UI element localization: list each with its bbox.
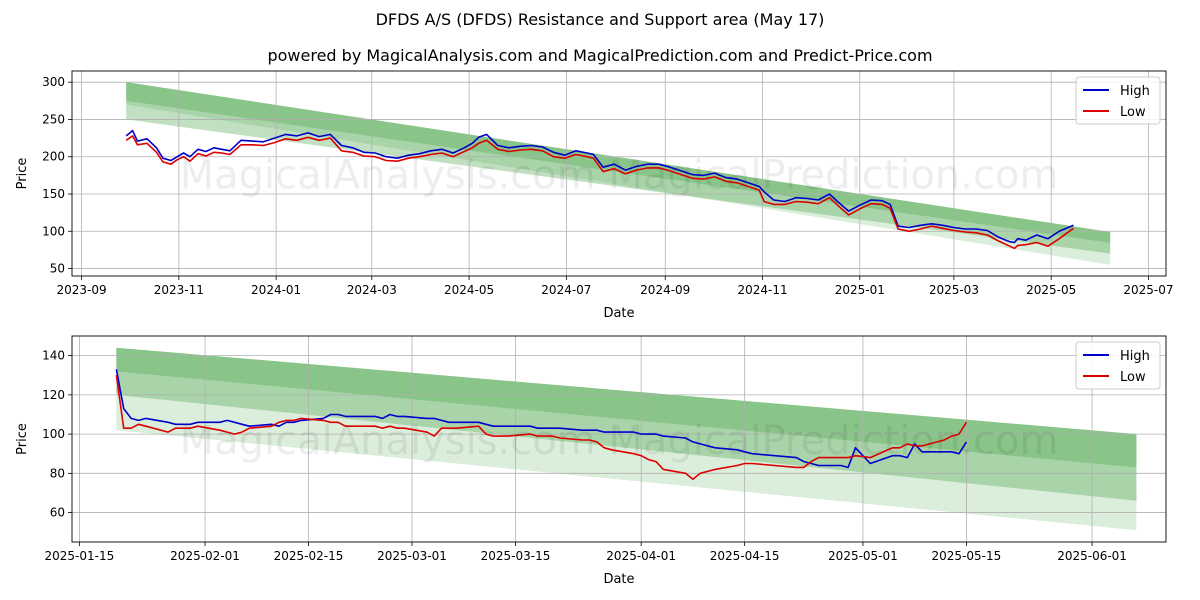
chart-panel-2: 2025-01-15 2025-02-01 2025-02-15 2025-03-01… — [15, 335, 1167, 587]
y-tick-label: 100 — [42, 427, 65, 441]
x-tick-label: 2025-03 — [929, 283, 979, 297]
chart-panel-1: 2023-09 2023-11 2024-01 2024-03 2024-05 2024-… — [15, 70, 1174, 321]
x-tick-label: 2025-01-15 — [45, 549, 115, 563]
x-tick-label: 2024-01 — [251, 283, 301, 297]
legend-label-high: High — [1120, 84, 1150, 99]
support-area-mid — [116, 347, 1137, 501]
x-tick-label: 2024-11 — [737, 283, 787, 297]
plot-frame — [71, 70, 1167, 277]
y-axis-label: Price — [15, 158, 30, 190]
plot-frame — [71, 335, 1167, 543]
x-tick-label: 2025-04-01 — [606, 549, 676, 563]
x-tick-label: 2025-05 — [1026, 283, 1076, 297]
x-tick-label: 2024-07 — [541, 283, 591, 297]
x-axis-label: Date — [603, 572, 634, 587]
legend: High Low — [1075, 341, 1161, 390]
x-tick-label: 2025-04-15 — [710, 549, 780, 563]
x-tick-label: 2025-03-15 — [481, 549, 551, 563]
y-tick-label: 120 — [42, 388, 65, 402]
y-tick-label: 50 — [50, 262, 65, 276]
x-tick-label: 2024-09 — [640, 283, 690, 297]
y-tick-label: 250 — [42, 112, 65, 126]
x-tick-label: 2023-11 — [154, 283, 204, 297]
y-tick-label: 100 — [42, 224, 65, 238]
x-tick-label: 2025-01 — [835, 283, 885, 297]
legend-label-high: High — [1120, 349, 1150, 364]
x-axis-label: Date — [603, 306, 634, 321]
x-tick-label: 2024-03 — [347, 283, 397, 297]
x-tick-label: 2023-09 — [56, 283, 106, 297]
x-tick-label: 2025-03-01 — [377, 549, 447, 563]
support-area-outer — [116, 347, 1137, 531]
chart-subtitle: powered by MagicalAnalysis.com and Magic… — [267, 46, 933, 65]
x-tick-label: 2024-05 — [444, 283, 494, 297]
series-line-low — [115, 375, 968, 481]
x-tick-label: 2025-05-15 — [932, 549, 1002, 563]
legend-box — [1075, 76, 1161, 125]
y-tick-label: 80 — [50, 466, 65, 480]
series-line-high — [115, 369, 968, 469]
x-tick-label: 2025-02-15 — [274, 549, 344, 563]
resistance-area-core — [116, 347, 1137, 468]
series-line-high — [125, 129, 1074, 244]
legend-label-low: Low — [1120, 370, 1146, 385]
y-tick-label: 200 — [42, 150, 65, 164]
y-tick-label: 140 — [42, 349, 65, 363]
x-tick-label: 2025-07 — [1123, 283, 1173, 297]
y-tick-label: 300 — [42, 75, 65, 89]
y-tick-label: 150 — [42, 187, 65, 201]
legend-label-low: Low — [1120, 105, 1146, 120]
series-line-low — [125, 135, 1074, 250]
legend-box — [1075, 341, 1161, 390]
y-axis-label: Price — [15, 423, 30, 455]
legend: High Low — [1075, 76, 1161, 125]
x-tick-label: 2025-02-01 — [170, 549, 240, 563]
watermark: MagicalAnalysis.com MagicalPrediction.co… — [180, 418, 1059, 464]
x-tick-label: 2025-06-01 — [1057, 549, 1127, 563]
watermark: MagicalAnalysis.com MagicalPrediction.co… — [180, 153, 1059, 199]
x-tick-label: 2025-05-01 — [828, 549, 898, 563]
chart-title: DFDS A/S (DFDS) Resistance and Support a… — [375, 10, 825, 29]
y-tick-label: 60 — [50, 506, 65, 520]
